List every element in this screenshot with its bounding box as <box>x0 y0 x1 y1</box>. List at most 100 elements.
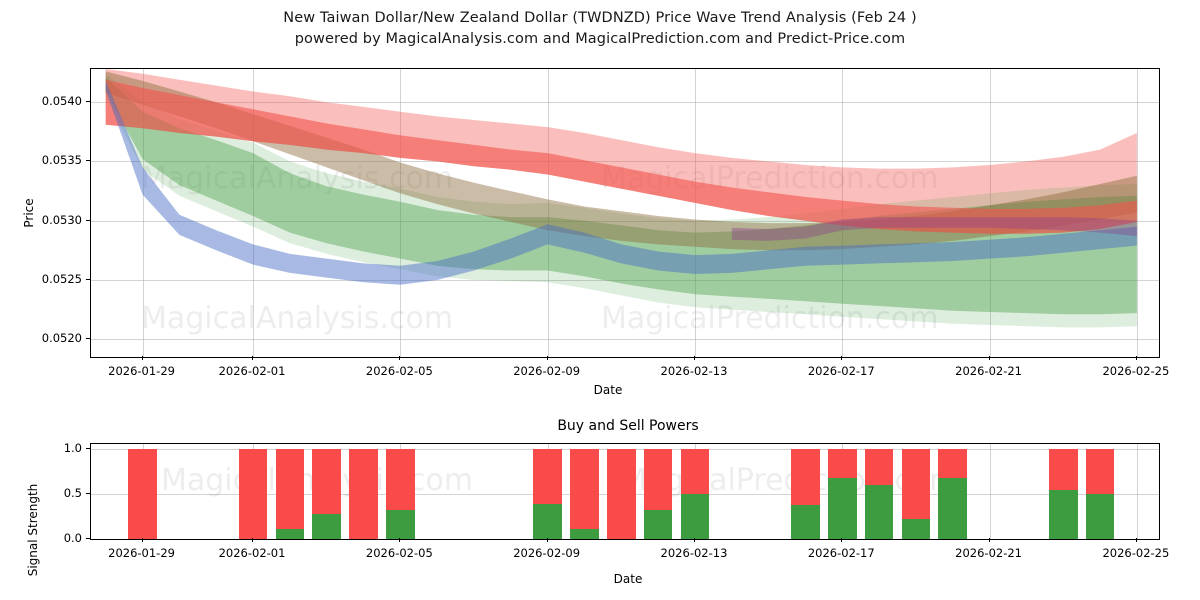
wave-band <box>105 79 1137 234</box>
sell-power-segment <box>128 448 157 539</box>
title-line-1: New Taiwan Dollar/New Zealand Dollar (TW… <box>283 10 917 26</box>
powers-x-tick-label: 2026-02-25 <box>1102 546 1170 560</box>
title-line-2: powered by MagicalAnalysis.com and Magic… <box>294 31 906 47</box>
sell-power-segment <box>607 448 636 539</box>
price-x-tick-label: 2026-02-09 <box>513 364 581 378</box>
sell-power-segment <box>238 448 268 539</box>
page-title: New Taiwan Dollar/New Zealand Dollar (TW… <box>0 8 1200 50</box>
price-x-tick-label: 2026-01-29 <box>108 364 175 378</box>
powers-y-tick <box>86 492 90 494</box>
sell-power-segment <box>312 448 341 514</box>
powers-x-tick-label: 2026-01-29 <box>108 546 175 560</box>
power-bar[interactable] <box>570 448 599 539</box>
price-gridline-v <box>253 69 254 357</box>
sell-power-segment <box>864 448 894 485</box>
power-bar[interactable] <box>1048 448 1078 539</box>
buy-power-segment <box>275 529 305 539</box>
wave-band <box>105 77 1137 315</box>
powers-y-tick <box>86 538 90 539</box>
power-bar[interactable] <box>128 448 157 539</box>
price-chart-panel: Price Date MagicalAnalysis.com MagicalPre… <box>22 68 1170 397</box>
power-bar[interactable] <box>901 448 931 539</box>
powers-x-tick <box>1135 538 1137 542</box>
power-bar[interactable] <box>238 448 268 539</box>
powers-x-tick-label: 2026-02-17 <box>807 546 875 560</box>
sell-power-segment <box>570 448 599 530</box>
power-bar[interactable] <box>791 448 820 539</box>
sell-power-segment <box>533 448 562 504</box>
buy-power-segment <box>827 478 857 539</box>
price-x-tick-label: 2026-02-05 <box>365 364 433 378</box>
powers-x-tick-label: 2026-02-05 <box>365 546 433 560</box>
power-bar[interactable] <box>607 448 636 539</box>
sell-power-segment <box>938 448 968 479</box>
buy-power-segment <box>386 510 415 539</box>
price-x-tick <box>841 356 843 360</box>
sell-power-segment <box>1048 448 1078 491</box>
powers-x-tick <box>693 538 695 542</box>
powers-y-tick-label: 0.0 <box>63 531 82 545</box>
power-bar[interactable] <box>680 448 710 539</box>
power-bar[interactable] <box>827 448 857 539</box>
price-y-tick <box>86 160 90 162</box>
wave-band <box>105 73 1137 328</box>
powers-x-tick <box>841 538 843 542</box>
power-bar[interactable] <box>864 448 894 539</box>
price-x-tick <box>546 356 548 360</box>
power-bar[interactable] <box>1085 448 1115 539</box>
price-y-tick-label: 0.0525 <box>41 271 82 286</box>
buy-power-segment <box>791 504 820 539</box>
power-bar[interactable] <box>938 448 968 539</box>
powers-x-tick <box>988 538 990 542</box>
sell-power-segment <box>827 448 857 479</box>
powers-y-tick-label: 1.0 <box>63 440 82 455</box>
price-y-tick <box>86 278 90 280</box>
buy-power-segment <box>938 478 968 539</box>
price-gridline-v <box>1136 69 1138 357</box>
buy-power-segment <box>1085 493 1115 539</box>
price-gridline-h <box>91 339 1159 341</box>
power-bar[interactable] <box>533 448 562 539</box>
powers-panel-title: Buy and Sell Powers <box>557 418 699 434</box>
price-y-tick <box>86 338 90 340</box>
price-gridline-h <box>91 161 1159 163</box>
price-x-tick <box>988 356 990 360</box>
price-y-tick-label: 0.0535 <box>41 153 82 168</box>
powers-y-tick-label: 0.5 <box>63 485 82 500</box>
price-x-tick <box>141 356 143 360</box>
buy-power-segment <box>901 519 931 539</box>
price-x-tick-label: 2026-02-21 <box>955 364 1022 378</box>
powers-x-tick <box>252 538 254 542</box>
price-x-tick <box>252 356 254 360</box>
buy-power-segment <box>570 529 599 539</box>
price-gridline-v <box>400 69 402 357</box>
price-x-tick <box>1135 356 1137 360</box>
price-plot-area[interactable]: MagicalAnalysis.com MagicalPrediction.com… <box>90 68 1160 358</box>
price-y-tick-label: 0.0540 <box>41 94 82 109</box>
power-bar[interactable] <box>349 448 378 539</box>
powers-x-tick <box>546 538 548 542</box>
powers-x-tick-label: 2026-02-09 <box>513 546 581 560</box>
power-bar[interactable] <box>386 448 415 539</box>
powers-x-axis-label: Date <box>613 572 643 586</box>
power-bar[interactable] <box>312 448 341 539</box>
sell-power-segment <box>349 448 378 539</box>
price-gridline-v <box>695 69 696 357</box>
sell-power-segment <box>901 448 931 520</box>
price-gridline-h <box>91 220 1159 222</box>
sell-power-segment <box>386 448 415 511</box>
price-x-tick-label: 2026-02-01 <box>218 364 286 378</box>
powers-x-tick <box>141 538 143 542</box>
powers-y-tick <box>86 447 90 449</box>
price-y-tick <box>86 219 90 221</box>
price-x-tick-label: 2026-02-25 <box>1102 364 1170 378</box>
price-x-tick-label: 2026-02-17 <box>807 364 875 378</box>
power-bar[interactable] <box>275 448 305 539</box>
powers-x-tick-label: 2026-02-21 <box>955 546 1022 560</box>
powers-x-tick-label: 2026-02-01 <box>218 546 286 560</box>
powers-chart-panel: Buy and Sell Powers Signal Strength Date… <box>0 400 1200 600</box>
wave-band <box>105 71 1137 251</box>
power-bar[interactable] <box>643 448 673 539</box>
